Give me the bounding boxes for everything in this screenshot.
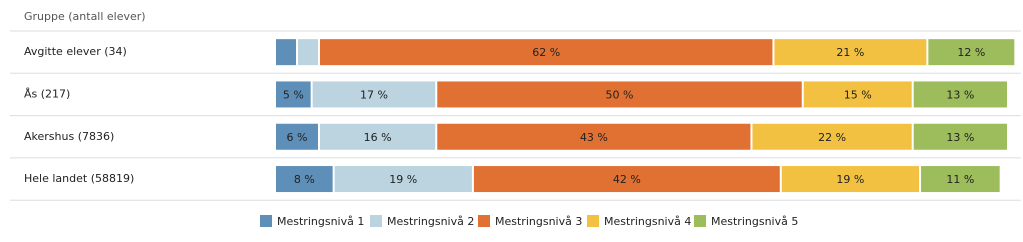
bar-segment: [781, 166, 920, 193]
legend-label: Mestringsnivå 2: [387, 215, 474, 228]
bar-segment: [921, 166, 1000, 193]
legend-swatch: [694, 215, 706, 227]
bar-segment: [297, 39, 318, 66]
value-label: 6 %: [287, 131, 308, 144]
value-label: 16 %: [364, 131, 392, 144]
bar-segment: [334, 166, 472, 193]
value-label: 13 %: [946, 131, 974, 144]
legend-label: Mestringsnivå 3: [495, 215, 582, 228]
row-label: Ås (217): [24, 87, 70, 100]
value-label: 13 %: [946, 88, 974, 101]
value-label: 19 %: [389, 173, 417, 186]
bar-segment: [319, 39, 773, 66]
value-label: 11 %: [946, 173, 974, 186]
legend-label: Mestringsnivå 4: [604, 215, 691, 228]
bar-segment: [276, 81, 311, 108]
bar-segment: [913, 123, 1007, 150]
value-label: 5 %: [283, 88, 304, 101]
value-label: 15 %: [844, 88, 872, 101]
value-label: 22 %: [818, 131, 846, 144]
legend-swatch: [587, 215, 599, 227]
bar-segment: [803, 81, 912, 108]
bar-segment: [437, 123, 751, 150]
bar-segment: [473, 166, 780, 193]
bar-segment: [276, 123, 318, 150]
legend-swatch: [260, 215, 272, 227]
value-label: 19 %: [836, 173, 864, 186]
bar-segment: [312, 81, 436, 108]
row-label: Avgitte elever (34): [24, 45, 127, 58]
legend-swatch: [370, 215, 382, 227]
bar-segment: [774, 39, 927, 66]
value-label: 50 %: [606, 88, 634, 101]
bar-segment: [319, 123, 436, 150]
bar-segment: [437, 81, 802, 108]
value-label: 21 %: [836, 46, 864, 59]
legend-label: Mestringsnivå 1: [277, 215, 364, 228]
value-label: 8 %: [294, 173, 315, 186]
value-label: 62 %: [532, 46, 560, 59]
bar-segment: [276, 166, 333, 193]
value-label: 43 %: [580, 131, 608, 144]
bar-segment: [928, 39, 1015, 66]
value-label: 17 %: [360, 88, 388, 101]
bar-segment: [276, 39, 296, 66]
row-label: Hele landet (58819): [24, 172, 134, 185]
value-label: 42 %: [613, 173, 641, 186]
value-label: 12 %: [957, 46, 985, 59]
bar-segment: [913, 81, 1007, 108]
column-header: Gruppe (antall elever): [24, 10, 146, 23]
legend-swatch: [478, 215, 490, 227]
row-label: Akershus (7836): [24, 130, 114, 143]
bar-segment: [752, 123, 912, 150]
legend-label: Mestringsnivå 5: [711, 215, 798, 228]
